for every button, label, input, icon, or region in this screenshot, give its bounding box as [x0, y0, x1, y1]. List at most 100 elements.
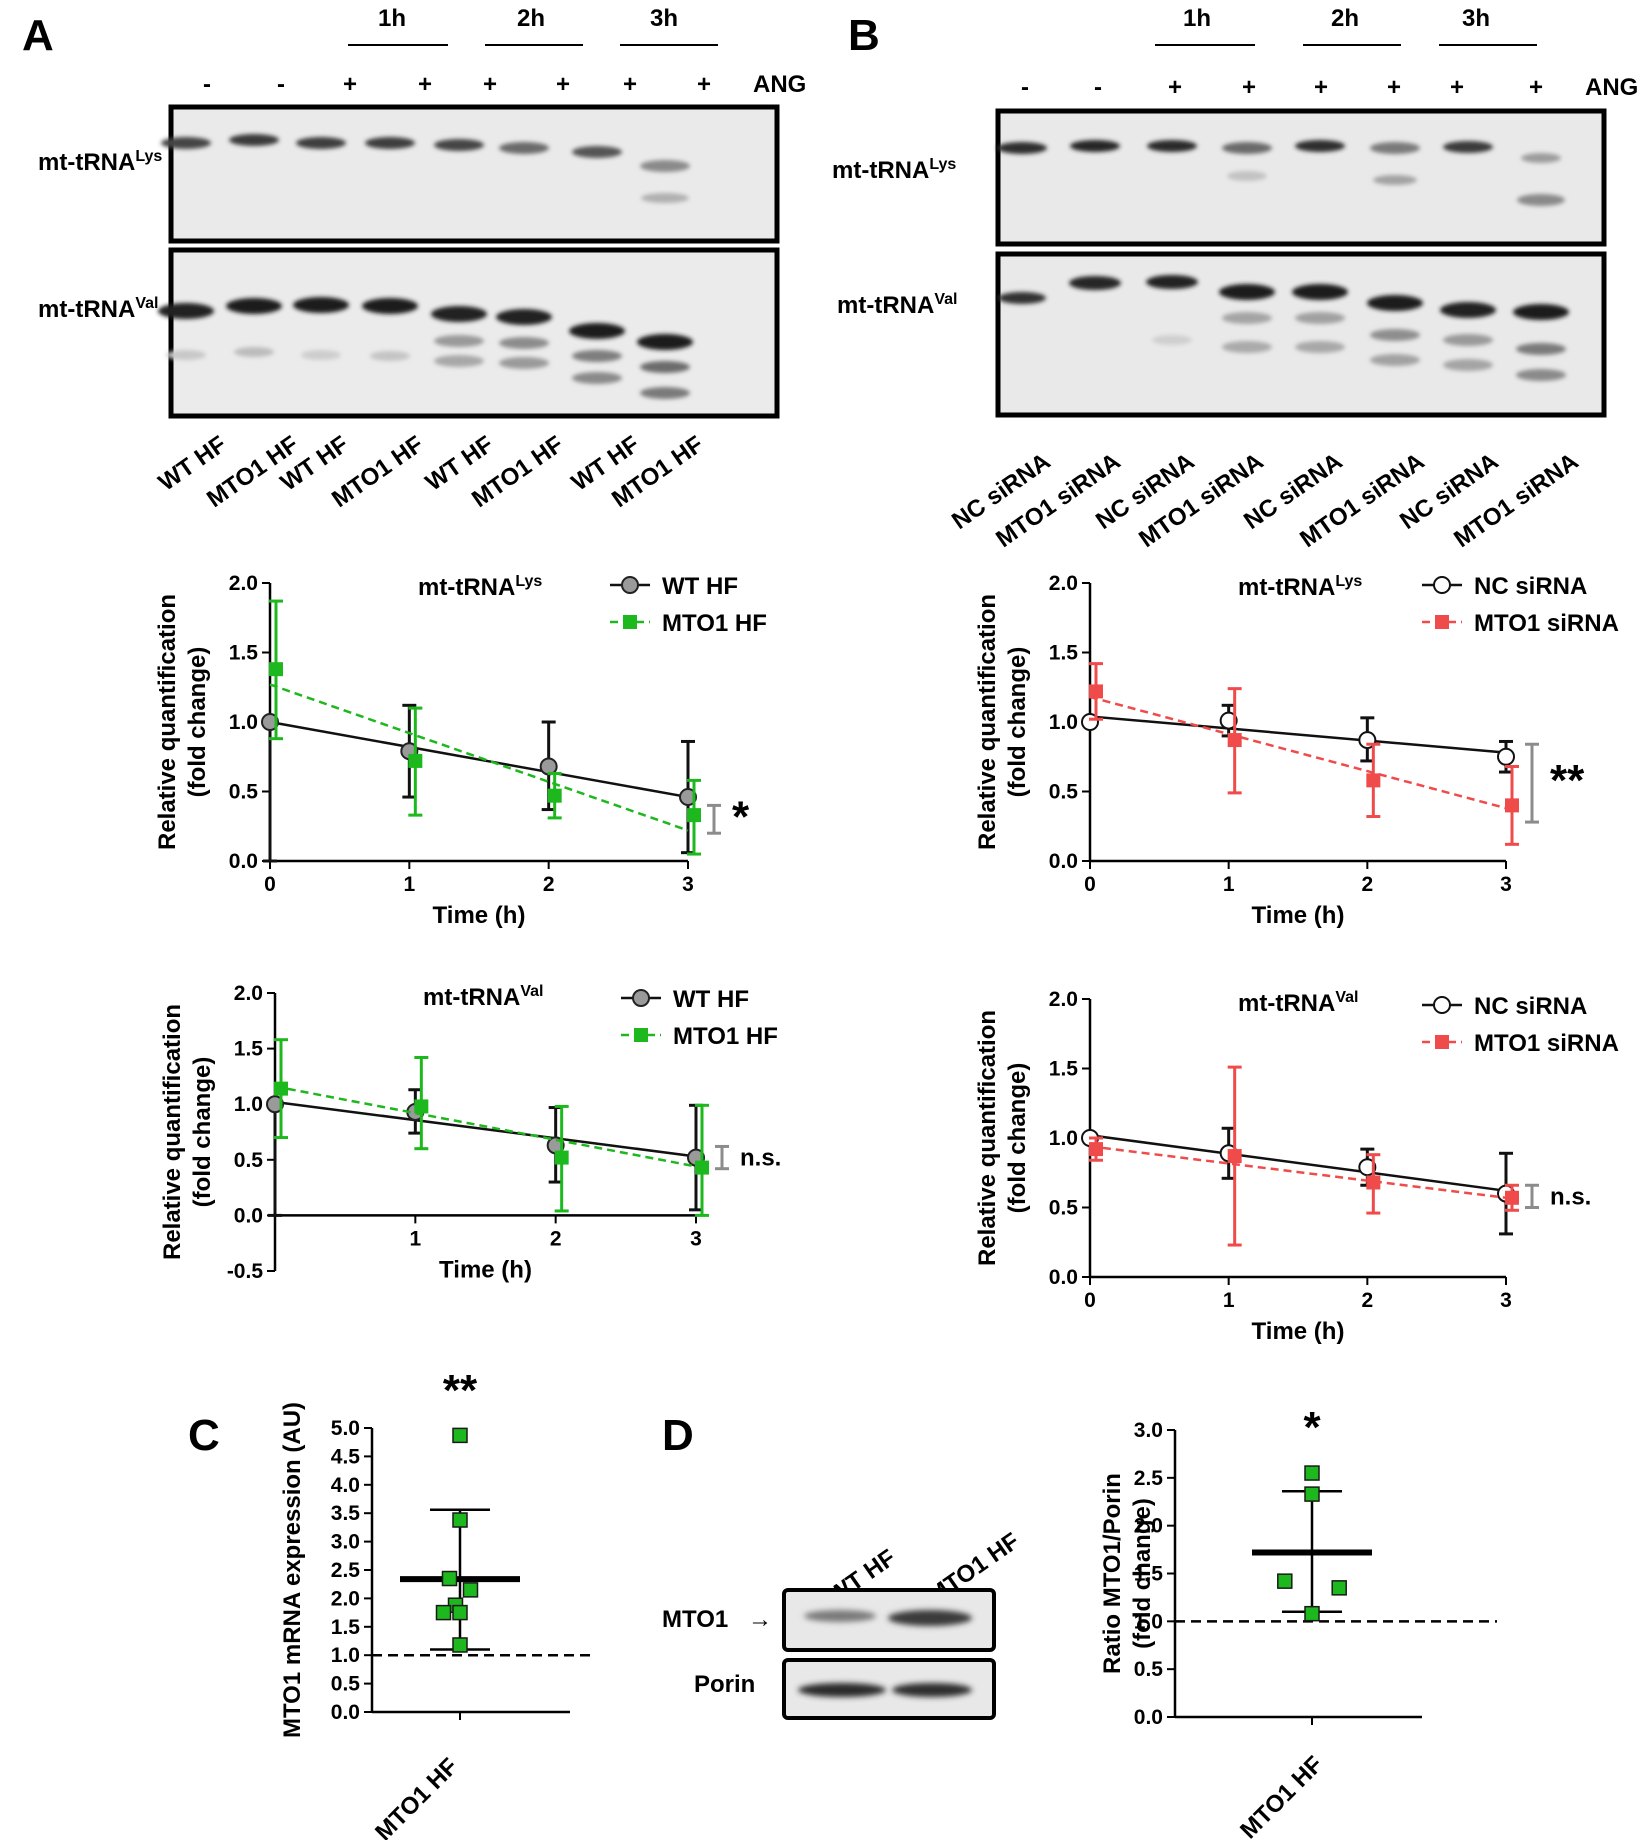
y-tick-label: 1.0: [331, 1644, 360, 1667]
y-tick-label: 2.0: [1049, 572, 1078, 595]
band: [1295, 341, 1345, 353]
x-tick-label: 3: [690, 1227, 702, 1250]
gel-a-time-2h: 2h: [517, 5, 545, 32]
chart-b2-val-decay: 0.0 0.5 1.0 1.5 2.0 0 1 2 3 Time (h) Relative quan…: [974, 988, 1619, 1345]
blot-d-porin-bands: [798, 1683, 972, 1697]
series-fit-line: [1089, 1145, 1507, 1200]
gel-a-time-1h: 1h: [378, 5, 406, 32]
chart-title-sup: Val: [1335, 989, 1358, 1006]
significance-label: **: [1550, 756, 1585, 805]
y-tick-label: 2.5: [1134, 1467, 1164, 1490]
chart-title-text: mt-tRNA: [418, 574, 515, 601]
data-point: [634, 1028, 648, 1042]
chart-title-sup: Lys: [1335, 573, 1362, 590]
legend-label: WT HF: [673, 986, 749, 1013]
series-fit-line: [269, 683, 689, 832]
band: [1516, 369, 1566, 381]
gel-b-val-bands: [998, 275, 1569, 381]
series-fit-line: [1089, 715, 1507, 754]
y-tick-label: 0.5: [1134, 1658, 1164, 1681]
y-tick-label: 4.5: [331, 1445, 361, 1468]
y-tick-label: 3.5: [331, 1502, 361, 1525]
category-label: MTO1 HF: [1235, 1751, 1328, 1840]
band: [572, 146, 622, 158]
y-tick-label: 1.0: [1049, 711, 1078, 734]
blot-d-mto1-bands: [804, 1610, 972, 1626]
y-tick-label: 3.0: [331, 1531, 360, 1554]
legend-label: NC siRNA: [1474, 573, 1587, 600]
data-point: [1219, 711, 1238, 730]
gel-a-sign: +: [418, 71, 432, 98]
band: [572, 350, 622, 362]
gel-b-sign: -: [1021, 74, 1029, 101]
band: [637, 334, 693, 350]
category-label: MTO1 HF: [370, 1753, 463, 1840]
x-tick-label: 1: [1223, 873, 1235, 896]
y-tick-label: 0.0: [1049, 1266, 1078, 1289]
x-axis-label: Time (h): [433, 902, 526, 929]
band: [431, 306, 487, 322]
band: [1443, 141, 1493, 153]
gel-b-sign: +: [1387, 74, 1401, 101]
gel-b-ang-label: ANG: [1585, 74, 1638, 101]
band: [1147, 140, 1197, 152]
gel-b-time-3h: 3h: [1462, 5, 1490, 32]
band: [499, 357, 549, 369]
band: [1440, 302, 1496, 318]
band: [572, 372, 622, 384]
data-point: [452, 1512, 468, 1528]
band: [888, 1610, 972, 1626]
y-tick-label: 2.0: [331, 1587, 360, 1610]
band: [1370, 329, 1420, 341]
data-point: [554, 1150, 569, 1165]
band: [892, 1683, 972, 1697]
data-point: [687, 808, 701, 823]
y-tick-label: 1.5: [234, 1038, 264, 1061]
data-point: [632, 989, 650, 1007]
y-axis-label: (fold change): [1004, 1063, 1031, 1214]
chart-c-mto1-mrna: 0.0 0.5 1.0 1.5 2.0 2.5 3.0 3.5 4.0 4.5 5.0 MTO1 mR…: [279, 1366, 595, 1840]
x-tick-label: 2: [543, 873, 555, 896]
data-point: [1089, 684, 1103, 699]
y-tick-label: 0.5: [234, 1149, 264, 1172]
band: [1146, 275, 1198, 289]
band: [1367, 295, 1423, 311]
band: [1443, 359, 1493, 371]
gel-b-sign: +: [1529, 74, 1543, 101]
band: [1219, 284, 1275, 300]
gel-a-row-label-val: mt-tRNAVal: [38, 295, 158, 323]
band: [997, 142, 1047, 154]
band: [1370, 142, 1420, 154]
y-tick-label: 1.5: [1049, 1058, 1079, 1081]
data-point: [408, 753, 423, 768]
band: [362, 298, 418, 314]
y-tick-label: -0.5: [227, 1260, 264, 1283]
x-tick-label: 2: [550, 1227, 562, 1250]
band: [1295, 140, 1345, 152]
data-point: [452, 1604, 468, 1621]
blot-d-porin-blot: [782, 1658, 996, 1720]
band: [166, 350, 206, 360]
gel-a-ang-label: ANG: [753, 71, 806, 98]
data-point: [1304, 1605, 1320, 1622]
data-point: [1304, 1465, 1320, 1481]
data-point: [679, 788, 697, 807]
panel-label-d: D: [662, 1411, 694, 1460]
data-point: [1358, 1158, 1377, 1177]
series-fit-line: [274, 1085, 697, 1168]
x-tick-label: 0: [1084, 873, 1096, 896]
y-tick-label: 0.5: [1049, 1197, 1079, 1220]
significance-label: n.s.: [740, 1145, 781, 1172]
chart-title: mt-tRNAVal: [423, 983, 543, 1011]
gel-b-header: 1h 2h 3h - - + + + + + + ANG: [1021, 5, 1638, 101]
band: [1152, 335, 1192, 345]
x-tick-label: 3: [682, 873, 694, 896]
x-tick-label: 1: [1223, 1289, 1235, 1312]
series-fit-line: [1089, 1133, 1507, 1193]
y-axis-label: (fold change): [1129, 1498, 1156, 1649]
y-tick-label: 1.0: [234, 1093, 263, 1116]
y-tick-label: 2.0: [1049, 988, 1078, 1011]
x-tick-label: 2: [1361, 873, 1373, 896]
gel-a-header: 1h 2h 3h - - + + + + + + ANG: [203, 5, 806, 98]
x-tick-label: 0: [1084, 1289, 1096, 1312]
